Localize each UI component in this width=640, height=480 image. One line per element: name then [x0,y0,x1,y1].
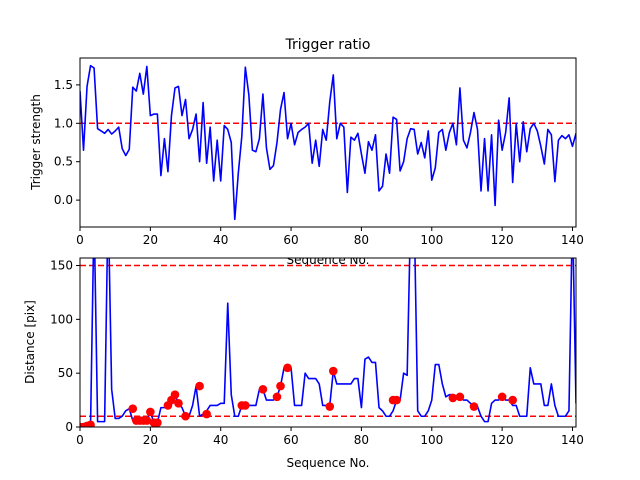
bottom-plot-threshold-lines [80,264,576,417]
y-tick-label: 1.5 [54,78,73,92]
y-tick-label: 0.5 [54,155,73,169]
x-tick-label: 60 [283,433,298,447]
trigger-marker [276,381,285,391]
y-tick-label: 0.0 [54,193,73,207]
trigger-marker [153,418,162,427]
x-tick-label: 120 [491,233,514,247]
trigger-marker [508,395,517,405]
top-plot-series [80,64,576,221]
x-tick-label: 0 [76,433,84,447]
x-tick-label: 100 [420,233,443,247]
y-tick-label: 1.0 [54,116,73,130]
x-tick-label: 40 [213,233,228,247]
x-tick-label: 80 [354,233,369,247]
trigger-marker [448,393,458,403]
x-tick-label: 120 [491,433,514,447]
trigger-marker [392,395,401,405]
top-plot-ticks: 0 20 40 60 80 100 120 140 0.0 0.5 1.0 1.5 [54,78,584,247]
trigger-marker [142,416,152,425]
trigger-marker [455,392,465,402]
series-line-0 [80,64,576,221]
x-tick-label: 20 [143,433,158,447]
trigger-marker [86,420,95,427]
trigger-marker [195,381,204,391]
trigger-marker [174,399,183,408]
trigger-marker [241,401,250,410]
x-tick-label: 20 [143,233,158,247]
trigger-marker [128,404,138,414]
x-tick-label: 140 [561,233,584,247]
x-tick-label: 60 [283,233,298,247]
top-plot-title: Trigger ratio [284,37,370,53]
top-plot-frame [79,57,577,228]
bottom-plot: 0 20 40 60 80 100 120 140 0 50 100 150 Distance [pi… [23,251,584,470]
trigger-marker [283,363,292,373]
trigger-marker [202,409,211,419]
trigger-marker [328,366,338,376]
x-tick-label: 40 [213,433,228,447]
bottom-plot-ticks: 0 20 40 60 80 100 120 140 0 50 100 150 [50,259,584,447]
bottom-plot-series [80,258,576,427]
y-tick-label: 100 [50,312,73,326]
trigger-marker [497,392,507,402]
y-tick-label: 0 [65,420,73,434]
trigger-marker [181,411,190,421]
trigger-marker [258,385,268,394]
x-tick-label: 80 [354,433,369,447]
trigger-marker [469,402,479,411]
y-tick-label: 150 [50,259,73,273]
trigger-marker [272,392,282,402]
x-tick-label: 140 [561,433,584,447]
bottom-plot-frame [79,257,577,428]
bottom-plot-ylabel: Distance [pix] [23,300,37,384]
x-tick-label: 0 [76,233,84,247]
bottom-plot-xlabel: Sequence No. [287,456,370,470]
top-plot-ylabel: Trigger strength [29,94,43,191]
trigger-marker [146,407,155,417]
y-tick-label: 50 [58,366,73,380]
trigger-marker [170,390,180,400]
bottom-plot-label-backdrop [270,251,380,258]
trigger-marker [325,402,335,411]
x-tick-label: 100 [420,433,443,447]
